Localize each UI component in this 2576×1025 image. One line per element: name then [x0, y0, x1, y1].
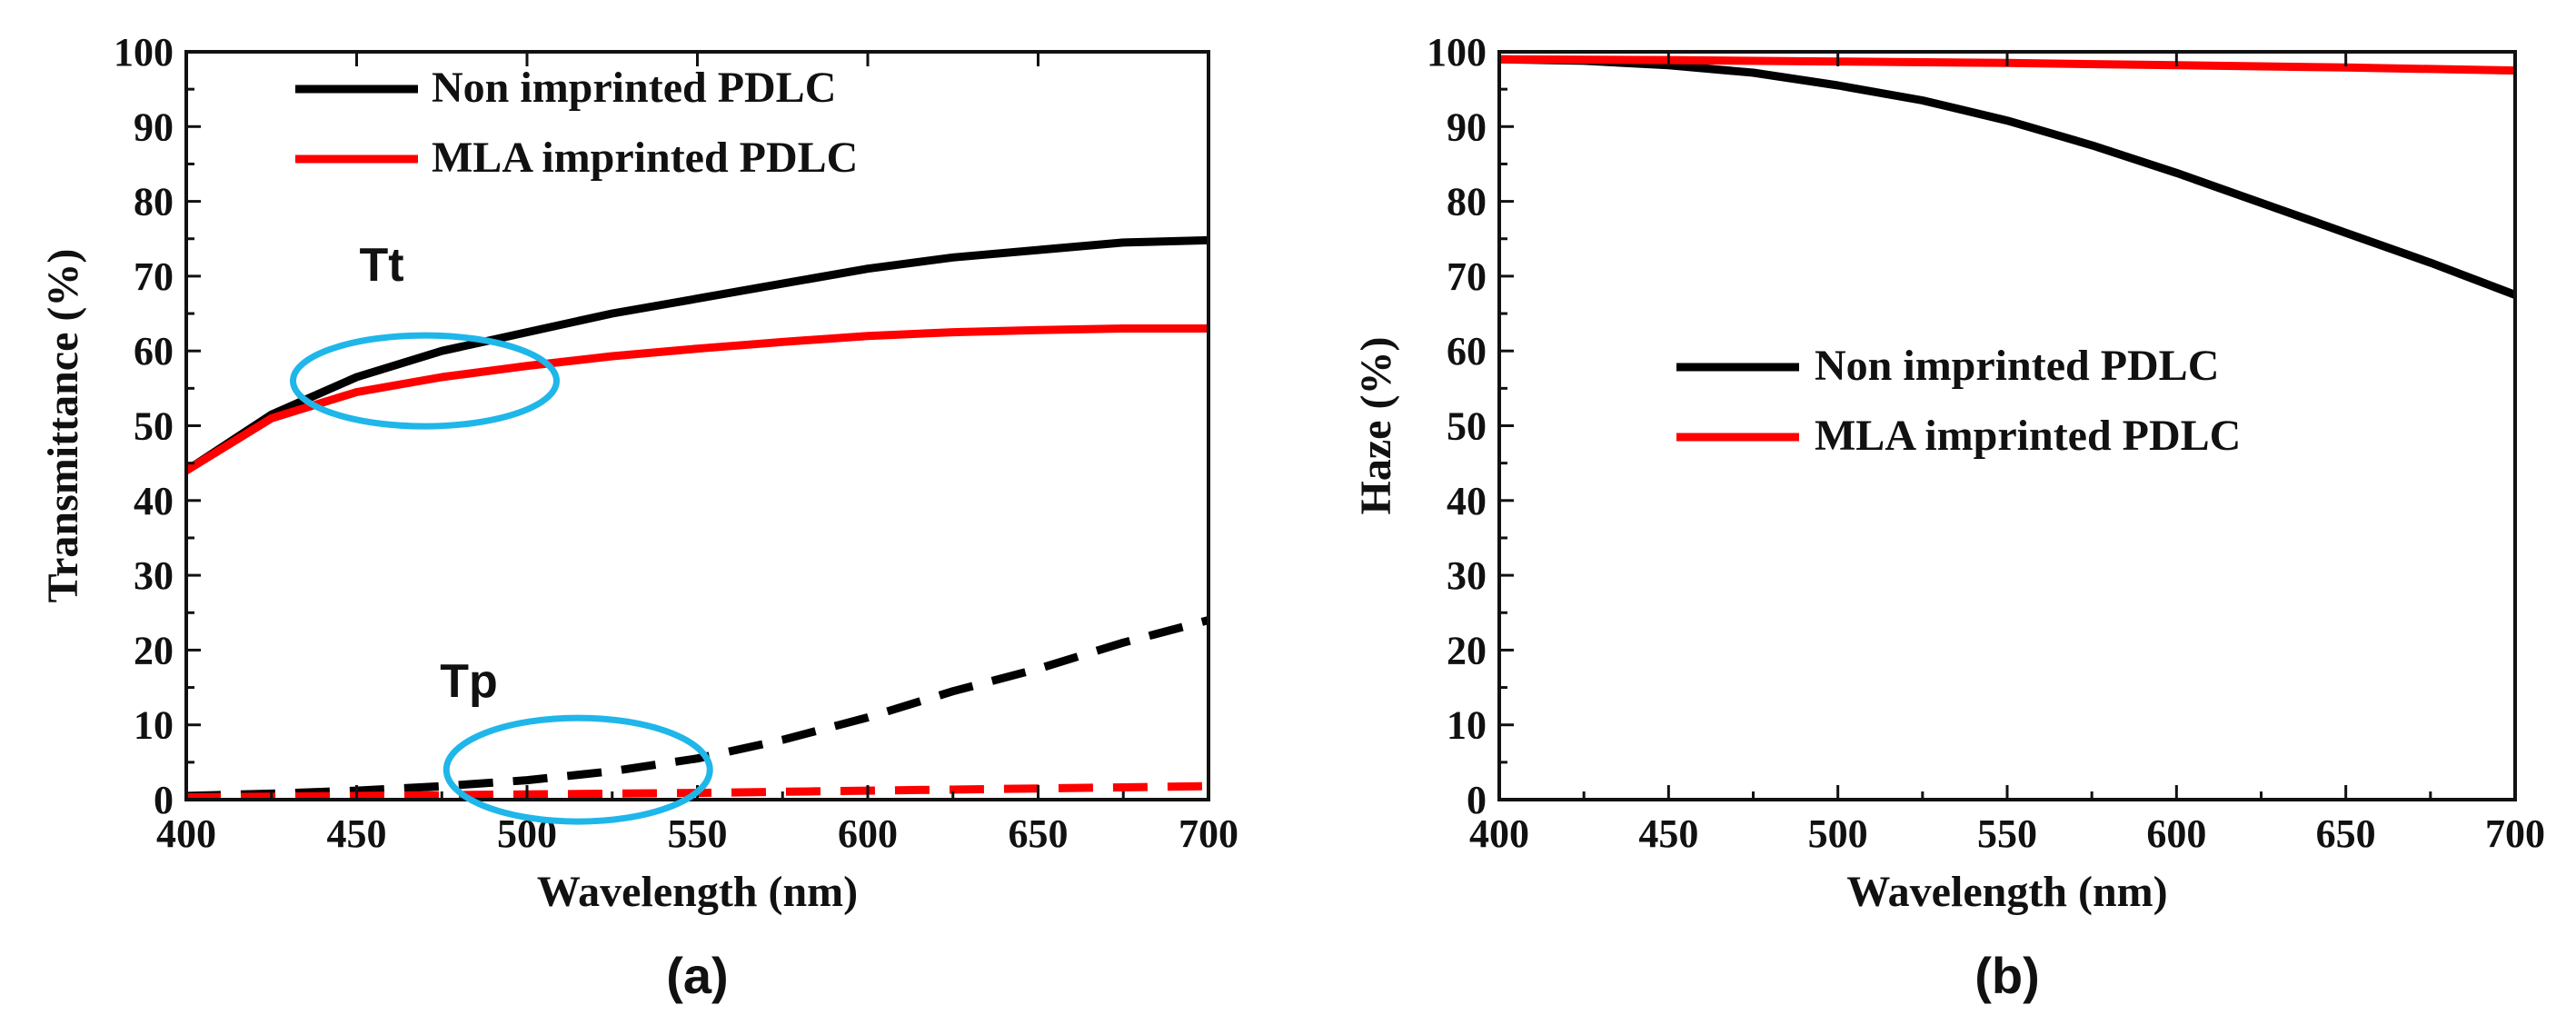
legend-label-0: Non imprinted PDLC: [1815, 342, 2219, 390]
panel-label: (b): [1974, 947, 2040, 1004]
y-tick-label: 40: [134, 479, 174, 523]
y-tick-label: 20: [134, 628, 174, 672]
series-line-1: [186, 324, 1208, 474]
panel-label: (a): [666, 947, 728, 1004]
annotation-label-tt: Tt: [360, 239, 404, 292]
x-tick-label: 700: [1179, 811, 1238, 856]
x-tick-label: 550: [1977, 811, 2037, 856]
x-tick-label: 600: [2146, 811, 2206, 856]
y-tick-label: 60: [134, 329, 174, 373]
y-tick-label: 100: [1427, 30, 1487, 75]
series-group: [1499, 55, 2515, 299]
y-tick-label: 20: [1447, 628, 1487, 672]
y-tick-label: 100: [114, 30, 174, 75]
x-axis-title: Wavelength (nm): [537, 868, 858, 916]
y-tick-label: 80: [134, 180, 174, 224]
y-tick-label: 70: [134, 254, 174, 299]
y-tick-label: 90: [134, 104, 174, 149]
x-tick-label: 450: [327, 811, 387, 856]
series-line-2: [186, 616, 1208, 800]
chart-panel-a: 400 450 500 550 600 650 7000102030405060708090…: [39, 30, 1238, 1004]
x-tick-label: 450: [1638, 811, 1698, 856]
y-tick-label: 50: [1447, 404, 1487, 449]
annotation-ellipse-tt: [290, 332, 560, 430]
y-tick-label: 30: [134, 553, 174, 598]
series-line-0: [1499, 55, 2515, 299]
y-tick-label: 60: [1447, 329, 1487, 373]
y-tick-label: 10: [134, 703, 174, 748]
x-tick-label: 600: [838, 811, 898, 856]
y-tick-label: 50: [134, 404, 174, 449]
series-group: [186, 235, 1208, 800]
y-tick-label: 0: [1467, 778, 1487, 822]
y-tick-label: 10: [1447, 703, 1487, 748]
x-tick-label: 550: [668, 811, 728, 856]
legend-label-0: Non imprinted PDLC: [432, 64, 836, 112]
legend-label-1: MLA imprinted PDLC: [432, 134, 858, 182]
y-tick-label: 0: [154, 778, 174, 822]
legend-label-1: MLA imprinted PDLC: [1815, 412, 2241, 460]
x-tick-label: 400: [156, 811, 216, 856]
series-line-0: [186, 235, 1208, 474]
y-tick-label: 70: [1447, 254, 1487, 299]
y-axis-title: Transmittance (%): [39, 249, 87, 603]
y-tick-label: 40: [1447, 479, 1487, 523]
y-tick-label: 90: [1447, 104, 1487, 149]
x-tick-label: 400: [1469, 811, 1529, 856]
chart-panel-b: 400 450 500 550 600 650 700 0 10 20 30 40 50 60 70 80 90…: [1352, 30, 2545, 1004]
y-tick-label: 30: [1447, 553, 1487, 598]
x-tick-label: 650: [1009, 811, 1069, 856]
x-tick-label: 500: [1808, 811, 1868, 856]
y-tick-label: 80: [1447, 180, 1487, 224]
annotation-label-tp: Tp: [440, 655, 498, 708]
x-tick-label: 650: [2316, 811, 2376, 856]
annotation-ellipse-tp: [443, 714, 713, 825]
x-axis-title: Wavelength (nm): [1846, 868, 2167, 916]
y-axis-title: Haze (%): [1352, 337, 1400, 515]
x-tick-label: 700: [2485, 811, 2545, 856]
